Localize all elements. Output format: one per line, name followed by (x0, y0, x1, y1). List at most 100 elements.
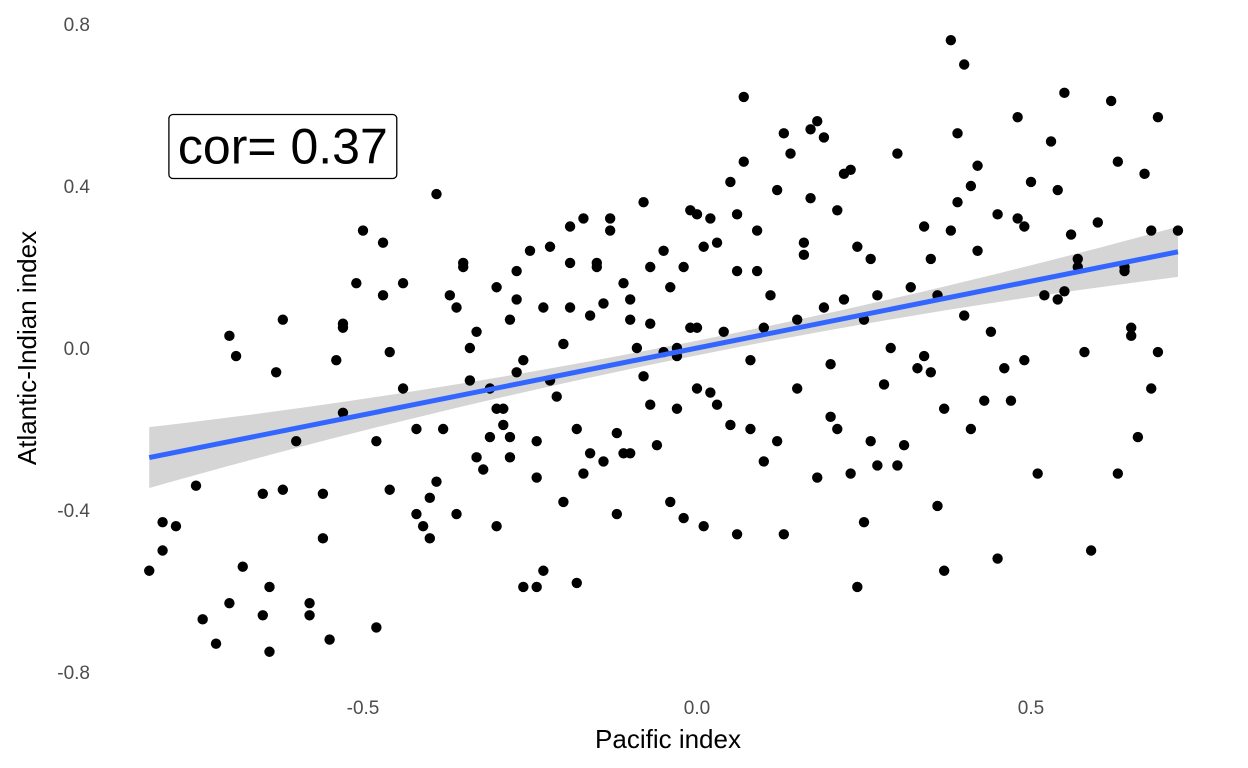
data-point (885, 342, 896, 354)
data-point (1052, 184, 1063, 196)
data-point (892, 148, 903, 159)
data-point (945, 35, 957, 46)
data-point (451, 302, 462, 313)
data-point (959, 59, 970, 70)
data-point (1012, 111, 1023, 123)
data-point (538, 565, 549, 576)
data-point (738, 156, 749, 167)
data-point (678, 261, 689, 273)
data-point (458, 257, 469, 269)
data-point (518, 354, 529, 366)
data-point (304, 597, 315, 609)
data-point (544, 241, 556, 252)
data-point (1039, 290, 1050, 301)
data-point (1152, 346, 1164, 358)
data-point (538, 302, 549, 313)
data-point (711, 399, 723, 410)
data-point (604, 213, 616, 224)
data-point (484, 431, 496, 443)
data-point (645, 261, 656, 273)
data-point (718, 326, 729, 337)
x-axis-ticks: -0.5 0.0 0.5 (347, 698, 1045, 719)
y-tick-label: 0.4 (64, 177, 91, 198)
data-point (264, 581, 275, 593)
y-tick-label: -0.4 (57, 501, 90, 522)
data-point (825, 359, 836, 370)
data-point (925, 253, 936, 265)
data-point (1126, 322, 1137, 333)
data-point (1045, 136, 1057, 147)
data-point (979, 395, 990, 406)
annotation-text: cor= 0.37 (178, 119, 388, 175)
data-point (230, 350, 242, 362)
data-point (491, 521, 502, 532)
data-point (912, 363, 923, 374)
data-point (424, 492, 435, 504)
data-point (170, 521, 182, 532)
data-point (531, 472, 542, 483)
data-point (992, 553, 1003, 564)
data-point (959, 310, 970, 321)
data-point (845, 468, 856, 479)
data-point (872, 460, 883, 471)
data-point (1092, 217, 1104, 228)
data-point (665, 282, 676, 293)
data-point (578, 468, 589, 479)
data-point (317, 488, 329, 499)
data-point (638, 371, 649, 382)
data-point (471, 326, 482, 337)
data-point (625, 294, 636, 305)
annotation-box (168, 113, 398, 180)
data-point (491, 282, 502, 293)
x-tick-label: -0.5 (347, 698, 380, 719)
data-point (751, 265, 763, 277)
data-point (210, 638, 222, 649)
data-point (357, 225, 369, 236)
data-point (511, 294, 522, 305)
data-point (531, 581, 542, 593)
data-point (377, 237, 389, 248)
data-point (992, 209, 1003, 220)
data-point (731, 209, 743, 220)
data-point (1005, 395, 1017, 406)
data-point (725, 176, 736, 188)
data-point (972, 160, 983, 171)
correlation-annotation: cor= 0.37 (168, 113, 398, 180)
data-point (584, 448, 596, 459)
data-point (564, 221, 576, 232)
data-point (965, 423, 977, 435)
data-point (524, 245, 536, 256)
data-point (584, 310, 596, 321)
data-point (985, 326, 997, 337)
data-point (785, 148, 796, 159)
data-point (144, 565, 155, 576)
data-point (511, 265, 522, 277)
data-point (758, 456, 769, 467)
y-axis-ticks: -0.8 -0.4 0.0 0.4 0.8 (57, 15, 90, 684)
data-point (1079, 346, 1090, 358)
data-point (1059, 87, 1070, 99)
confidence-band (149, 226, 1178, 489)
data-point (691, 209, 703, 220)
data-point (805, 124, 816, 135)
data-point (1126, 330, 1137, 342)
data-point (591, 261, 602, 273)
data-point (1146, 225, 1157, 236)
data-point (725, 419, 736, 431)
data-point (698, 521, 709, 532)
data-point (317, 533, 329, 544)
data-point (1146, 383, 1157, 394)
data-point (351, 278, 362, 289)
data-point (645, 318, 656, 329)
data-point (625, 448, 636, 459)
data-point (504, 314, 516, 325)
data-point (384, 346, 395, 358)
data-point (464, 375, 476, 386)
data-point (852, 581, 863, 593)
data-point (838, 294, 850, 305)
data-point (638, 197, 649, 208)
data-point (865, 253, 876, 265)
y-axis-title: Atlantic-Indian index (12, 231, 42, 465)
data-point (1059, 286, 1070, 297)
data-point (878, 379, 890, 390)
